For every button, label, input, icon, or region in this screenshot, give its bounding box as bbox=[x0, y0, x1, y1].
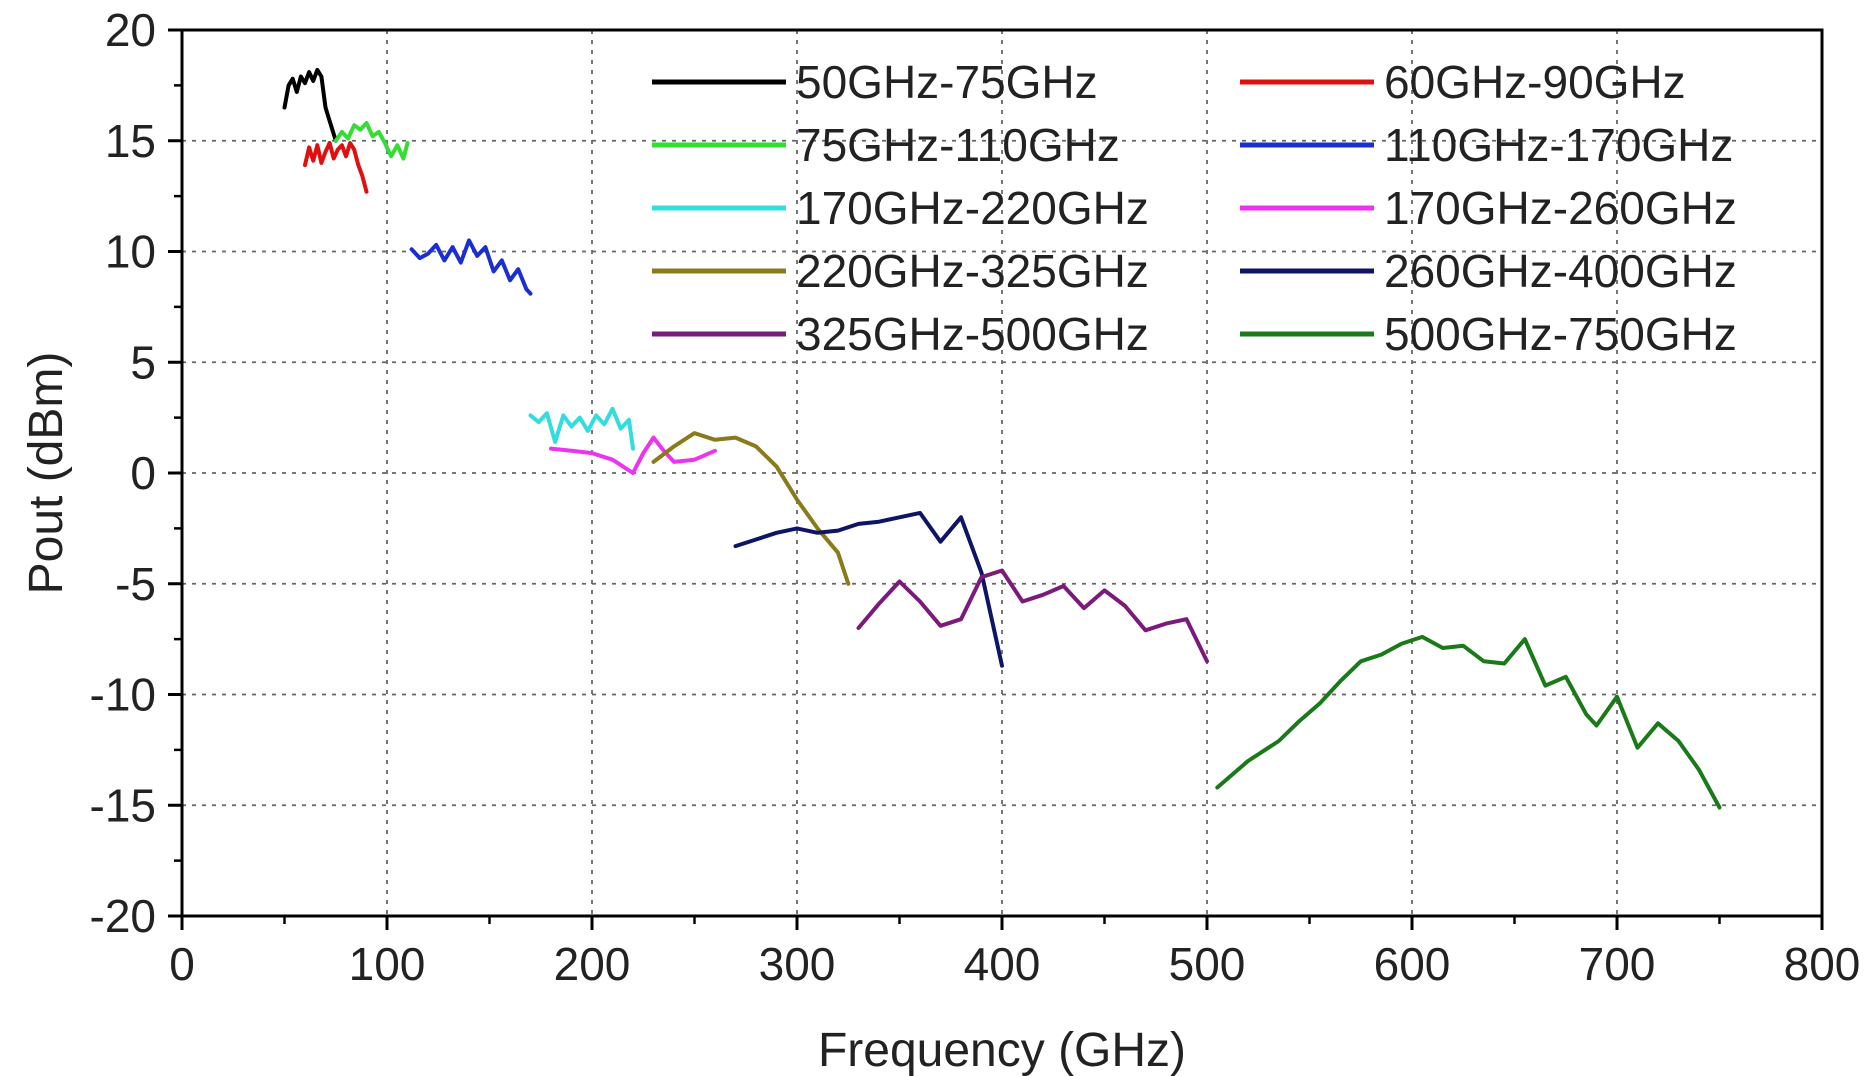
series-line bbox=[333, 121, 410, 161]
legend-label: 170GHz-260GHz bbox=[1384, 182, 1737, 234]
legend-label: 500GHz-750GHz bbox=[1384, 308, 1737, 360]
x-tick-label: 200 bbox=[554, 938, 631, 990]
y-axis-label: Pout (dBm) bbox=[20, 352, 73, 595]
y-tick-label: -5 bbox=[115, 558, 156, 610]
series-line bbox=[651, 431, 851, 586]
x-tick-label: 400 bbox=[964, 938, 1041, 990]
y-tick-label: 0 bbox=[130, 447, 156, 499]
series-lines bbox=[282, 67, 1722, 810]
legend-label: 170GHz-220GHz bbox=[796, 182, 1149, 234]
y-tick-label: 5 bbox=[130, 336, 156, 388]
y-tick-label: -20 bbox=[90, 890, 156, 942]
legend-label: 50GHz-75GHz bbox=[796, 56, 1098, 108]
series-line bbox=[409, 238, 533, 296]
x-tick-label: 300 bbox=[759, 938, 836, 990]
x-tick-label: 0 bbox=[169, 938, 195, 990]
y-tick-label: -10 bbox=[90, 669, 156, 721]
series-line bbox=[1215, 634, 1722, 810]
legend-label: 260GHz-400GHz bbox=[1384, 245, 1737, 297]
legend-label: 220GHz-325GHz bbox=[796, 245, 1149, 297]
y-tick-label: -15 bbox=[90, 779, 156, 831]
axis-ticks bbox=[168, 28, 1824, 930]
x-tick-label: 800 bbox=[1784, 938, 1861, 990]
legend-label: 325GHz-500GHz bbox=[796, 308, 1149, 360]
series-line bbox=[303, 141, 369, 194]
y-tick-label: 15 bbox=[105, 115, 156, 167]
series-line bbox=[528, 406, 635, 451]
x-tick-label: 500 bbox=[1169, 938, 1246, 990]
x-axis-label: Frequency (GHz) bbox=[818, 1024, 1186, 1076]
series-line bbox=[733, 510, 1004, 668]
series-line bbox=[282, 67, 338, 143]
grid-lines bbox=[182, 30, 1822, 916]
x-tick-label: 700 bbox=[1579, 938, 1656, 990]
y-axis-tick-labels: -20 -15 -10 -5 0 5 10 15 20 bbox=[90, 4, 156, 942]
legend-label: 75GHz-110GHz bbox=[796, 119, 1120, 171]
x-axis-tick-labels: 0 100 200 300 400 500 600 700 800 bbox=[169, 938, 1860, 990]
y-tick-label: 10 bbox=[105, 226, 156, 278]
y-tick-label: 20 bbox=[105, 4, 156, 56]
legend: 50GHz-75GHz 60GHz-90GHz 75GHz-110GHz 110GHz… bbox=[652, 56, 1737, 360]
x-tick-label: 600 bbox=[1374, 938, 1451, 990]
x-tick-label: 100 bbox=[349, 938, 426, 990]
legend-label: 110GHz-170GHz bbox=[1384, 119, 1733, 171]
series-line bbox=[856, 568, 1209, 664]
legend-label: 60GHz-90GHz bbox=[1384, 56, 1686, 108]
series-line bbox=[549, 435, 717, 475]
